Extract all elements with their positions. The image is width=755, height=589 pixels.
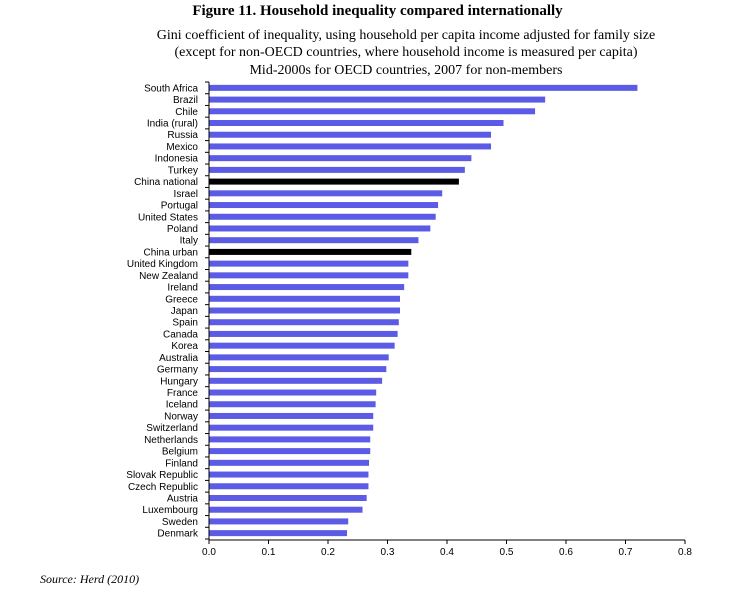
bar-china-national [209,178,459,185]
category-label-australia: Australia [159,353,198,364]
category-label-france: France [167,388,199,399]
bar-ireland [209,284,405,291]
x-tick-label-0-8: 0.8 [678,547,692,558]
chart-subtitle-line-3: Mid-2000s for OECD countries, 2007 for n… [249,63,563,78]
category-label-netherlands: Netherlands [144,435,198,446]
category-label-new-zealand: New Zealand [139,271,198,282]
bar-japan [209,307,400,314]
bar-south-africa [209,84,638,91]
bar-canada [209,330,398,337]
category-label-ireland: Ireland [167,283,198,294]
category-label-israel: Israel [174,189,198,200]
category-label-russia: Russia [167,130,198,141]
category-label-china-national: China national [134,177,198,188]
category-label-south-africa: South Africa [144,83,198,94]
x-tick-label-0-3: 0.3 [381,547,395,558]
category-label-india-rural: India (rural) [147,119,198,130]
x-tick-label-0-0: 0.0 [202,547,216,558]
category-label-turkey: Turkey [168,165,198,176]
bar-france [209,389,377,396]
category-label-denmark: Denmark [157,529,199,540]
category-label-czech-republic: Czech Republic [128,482,198,493]
chart-title: Figure 11. Household inequality compared… [192,3,563,19]
bar-israel [209,190,443,197]
bar-russia [209,131,492,138]
category-label-belgium: Belgium [162,447,198,458]
bar-turkey [209,166,465,173]
bar-austria [209,494,367,501]
bar-mexico [209,143,492,150]
category-label-chile: Chile [175,107,198,118]
bar-korea [209,342,395,349]
bar-italy [209,237,419,244]
category-label-indonesia: Indonesia [155,154,199,165]
bar-greece [209,295,400,302]
x-tick-label-0-1: 0.1 [262,547,276,558]
category-label-germany: Germany [157,365,198,376]
category-label-italy: Italy [180,236,198,247]
category-label-switzerland: Switzerland [146,423,198,434]
category-label-united-states: United States [138,212,198,223]
bar-slovak-republic [209,471,369,478]
bar-spain [209,319,399,326]
x-tick-label-0-5: 0.5 [500,547,514,558]
category-label-slovak-republic: Slovak Republic [126,470,198,481]
category-label-united-kingdom: United Kingdom [127,259,198,270]
bar-brazil [209,96,546,103]
bar-denmark [209,530,348,537]
bar-united-kingdom [209,260,409,267]
category-label-luxembourg: Luxembourg [142,505,198,516]
bar-chile [209,108,536,115]
category-label-sweden: Sweden [162,517,198,528]
bar-czech-republic [209,483,369,490]
category-label-korea: Korea [171,341,198,352]
category-label-mexico: Mexico [166,142,198,153]
chart-subtitle-line-2: (except for non-OECD countries, where ho… [174,45,638,60]
category-label-spain: Spain [172,318,198,329]
bar-sweden [209,518,349,525]
category-label-austria: Austria [167,493,199,504]
bar-united-states [209,213,436,220]
category-label-poland: Poland [167,224,198,235]
bar-australia [209,354,389,361]
category-label-china-urban: China urban [144,247,198,258]
category-label-portugal: Portugal [161,201,198,212]
category-label-finland: Finland [165,458,198,469]
category-label-greece: Greece [165,294,198,305]
x-tick-label-0-6: 0.6 [559,547,573,558]
bar-poland [209,225,431,232]
bar-china-urban [209,248,412,255]
bar-new-zealand [209,272,409,279]
bar-hungary [209,377,383,384]
x-tick-label-0-2: 0.2 [321,547,335,558]
bar-belgium [209,448,371,455]
bar-finland [209,459,370,466]
category-label-canada: Canada [163,329,198,340]
bar-norway [209,412,374,419]
bar-indonesia [209,155,472,162]
bar-iceland [209,401,376,408]
chart-subtitle-line-1: Gini coefficient of inequality, using ho… [156,28,656,43]
bar-india-rural [209,120,504,127]
category-label-japan: Japan [171,306,198,317]
category-label-brazil: Brazil [173,95,198,106]
bar-germany [209,366,387,373]
bar-luxembourg [209,506,363,513]
bar-portugal [209,202,439,209]
category-label-hungary: Hungary [160,376,198,387]
category-label-iceland: Iceland [166,400,198,411]
category-label-norway: Norway [164,411,198,422]
bar-netherlands [209,436,371,443]
bar-switzerland [209,424,374,431]
x-tick-label-0-7: 0.7 [619,547,633,558]
source-note: Source: Herd (2010) [40,572,140,586]
x-tick-label-0-4: 0.4 [440,547,454,558]
